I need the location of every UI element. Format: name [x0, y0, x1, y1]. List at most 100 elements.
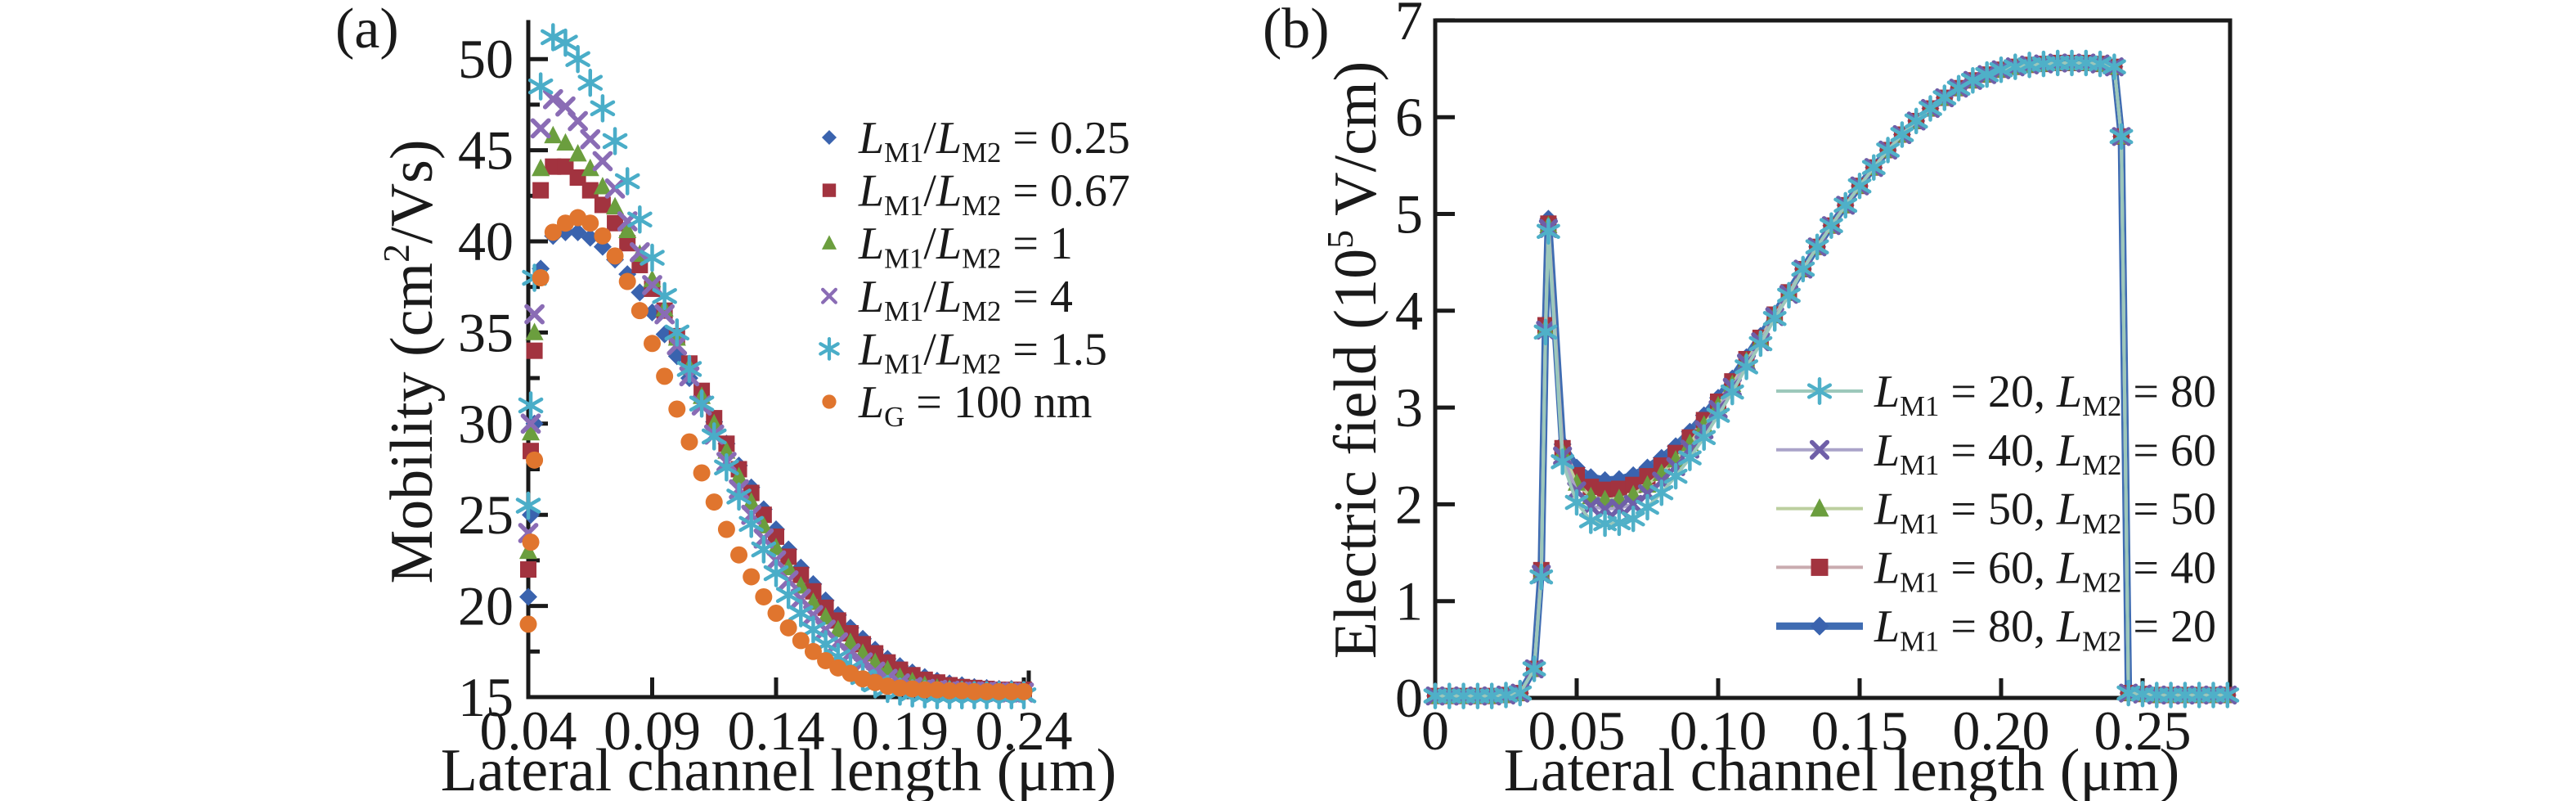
marker-square [532, 182, 550, 199]
marker-triangle [581, 158, 599, 177]
marker-star [1522, 655, 1546, 682]
axes [1433, 18, 2233, 700]
marker-star [1649, 479, 1674, 506]
marker-star [1529, 563, 1554, 591]
x-tick-label: 0.15 [1811, 700, 1909, 762]
series-line [1435, 61, 2228, 698]
marker-star [1692, 424, 1717, 452]
marker-star [1677, 444, 1702, 471]
legend-label: LM1/LM2 = 1.5 [858, 324, 1107, 380]
marker-star [1607, 509, 1631, 537]
legend-label: LG = 100 nm [858, 377, 1092, 433]
marker-star [1636, 493, 1659, 521]
marker-diamond [821, 129, 837, 146]
marker-star [1805, 233, 1829, 260]
marker-star [1551, 448, 1575, 475]
marker-star [2215, 682, 2240, 709]
yaxis-title: Electric field (105 V/cm) [1319, 61, 1389, 659]
marker-x [542, 88, 563, 110]
marker-circle [717, 520, 735, 538]
marker-star [1919, 95, 1942, 122]
marker-star [738, 510, 764, 538]
chart-a-mobility: 0.04 0.09 0.14 0.19 0.24 15 20 25 30 35 40 45 50Mobi… [375, 20, 1130, 762]
marker-triangle [606, 196, 625, 215]
marker-star [515, 491, 541, 520]
legend-item-lm1-80-lm2-20: LM1 = 80, LM2 = 20 [1776, 601, 2216, 657]
marker-star [565, 44, 590, 74]
series-line [1435, 61, 2228, 698]
legend-label: LM1/LM2 = 0.67 [858, 166, 1130, 222]
marker-star [1720, 378, 1744, 406]
marker-star [614, 167, 640, 196]
y-tick-label: 6 [1395, 86, 1423, 148]
marker-circle [522, 533, 540, 551]
marker-star [1735, 353, 1759, 380]
marker-circle [990, 682, 1008, 700]
legend-item-lm1-lm2-4: LM1/LM2 = 4 [821, 272, 1073, 327]
marker-star [1762, 305, 1787, 332]
marker-diamond [1810, 616, 1829, 636]
marker-star [1861, 154, 1886, 181]
marker-star [1777, 281, 1801, 309]
x-tick-label: 0.09 [604, 700, 701, 762]
marker-square [581, 182, 599, 199]
y-tick-label: 15 [458, 666, 514, 728]
marker-star [1533, 318, 1558, 346]
y-tick-label: 7 [1395, 0, 1423, 52]
marker-triangle [568, 144, 587, 162]
marker-star [714, 453, 739, 482]
legend-label: LM1/LM2 = 4 [858, 272, 1073, 327]
legend-item-lm1-lm2-1: LM1/LM2 = 1 [821, 218, 1073, 274]
marker-circle [904, 680, 922, 698]
marker-square [569, 169, 586, 187]
marker-star [1791, 255, 1815, 283]
series-lm1-60-lm2-40 [1427, 54, 2236, 704]
marker-circle [1003, 682, 1021, 700]
marker-circle [1015, 682, 1033, 700]
marker-star [1847, 172, 1872, 200]
series-lm1-80-lm2-20 [1426, 53, 2237, 705]
marker-star [1508, 679, 1533, 707]
marker-star [590, 94, 616, 123]
marker-square [545, 158, 562, 175]
marker-circle [519, 615, 537, 633]
marker-square [526, 342, 543, 359]
x-tick-label: 0.19 [851, 700, 949, 762]
marker-circle [606, 247, 624, 265]
marker-circle [928, 681, 946, 699]
marker-circle [953, 682, 971, 700]
y-tick-label: 25 [458, 484, 514, 546]
marker-star [1890, 121, 1914, 148]
marker-circle [916, 681, 934, 699]
marker-star [1975, 61, 1999, 88]
legend-label: LM1/LM2 = 1 [858, 218, 1073, 274]
marker-circle [705, 493, 723, 511]
legend-item-lm1-60-lm2-40: LM1 = 60, LM2 = 40 [1776, 542, 2216, 599]
y-tick-label: 0 [1395, 667, 1423, 729]
marker-star [1578, 507, 1603, 534]
marker-circle [532, 269, 550, 287]
marker-circle [940, 682, 958, 700]
marker-x [852, 652, 873, 673]
marker-diamond [519, 587, 537, 606]
marker-triangle [618, 220, 637, 238]
legend-item-lm1-lm2-0-67: LM1/LM2 = 0.67 [822, 166, 1130, 222]
marker-x [568, 110, 588, 132]
series-line [1435, 59, 2228, 700]
marker-triangle [742, 492, 761, 510]
marker-square [619, 235, 636, 252]
marker-star [1989, 56, 2013, 83]
legend-label: LM1/LM2 = 0.25 [858, 113, 1130, 169]
chart-a-xaxis-title: Lateral channel length (μm) [441, 737, 1117, 801]
marker-circle [594, 227, 612, 245]
marker-x [790, 588, 811, 610]
marker-star [2088, 50, 2112, 78]
marker-square [594, 196, 611, 214]
marker-circle [526, 451, 544, 469]
panel-b-label: (b) [1263, 0, 1330, 61]
marker-star [1748, 330, 1773, 358]
